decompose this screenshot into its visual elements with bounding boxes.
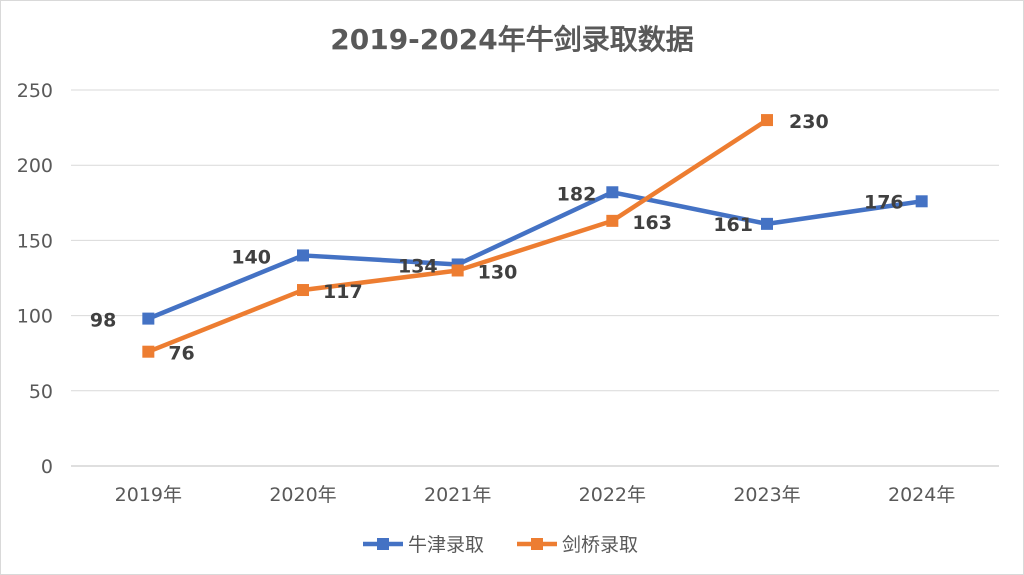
data-point-marker — [297, 284, 309, 297]
chart-title: 2019-2024年牛剑录取数据 — [330, 23, 693, 56]
y-tick-label: 250 — [17, 80, 53, 102]
data-label: 117 — [323, 281, 363, 303]
x-tick-label: 2020年 — [269, 484, 336, 506]
data-label: 182 — [557, 183, 597, 205]
x-tick-label: 2023年 — [733, 484, 800, 506]
data-label: 98 — [90, 310, 116, 332]
data-point-marker — [606, 214, 619, 227]
data-label: 176 — [864, 191, 904, 213]
data-label: 76 — [168, 343, 194, 365]
legend-marker — [377, 538, 389, 550]
x-tick-label: 2024年 — [888, 484, 955, 506]
data-label: 163 — [632, 212, 672, 234]
y-tick-label: 150 — [17, 230, 53, 252]
data-point-marker — [915, 195, 928, 208]
x-tick-label: 2019年 — [115, 484, 182, 506]
x-tick-label: 2021年 — [424, 484, 491, 506]
data-label: 230 — [789, 111, 829, 133]
x-tick-label: 2022年 — [579, 484, 646, 506]
y-tick-label: 50 — [29, 381, 53, 403]
data-label: 134 — [398, 255, 438, 277]
data-label: 130 — [478, 261, 518, 283]
legend-marker — [531, 538, 543, 550]
data-point-marker — [451, 264, 464, 277]
data-point-marker — [297, 249, 309, 262]
data-point-marker — [761, 114, 773, 127]
data-point-marker — [142, 312, 155, 325]
data-point-marker — [606, 186, 619, 199]
data-label: 140 — [231, 246, 271, 268]
y-tick-label: 100 — [17, 306, 53, 328]
legend-label: 牛津录取 — [408, 534, 484, 556]
data-point-marker — [142, 345, 155, 358]
y-tick-label: 200 — [17, 155, 53, 177]
series-line-0 — [147, 190, 922, 321]
data-label: 161 — [713, 214, 753, 236]
data-point-marker — [761, 217, 773, 230]
series-line-1 — [147, 118, 769, 354]
y-tick-label: 0 — [41, 456, 53, 478]
legend-label: 剑桥录取 — [562, 534, 638, 556]
